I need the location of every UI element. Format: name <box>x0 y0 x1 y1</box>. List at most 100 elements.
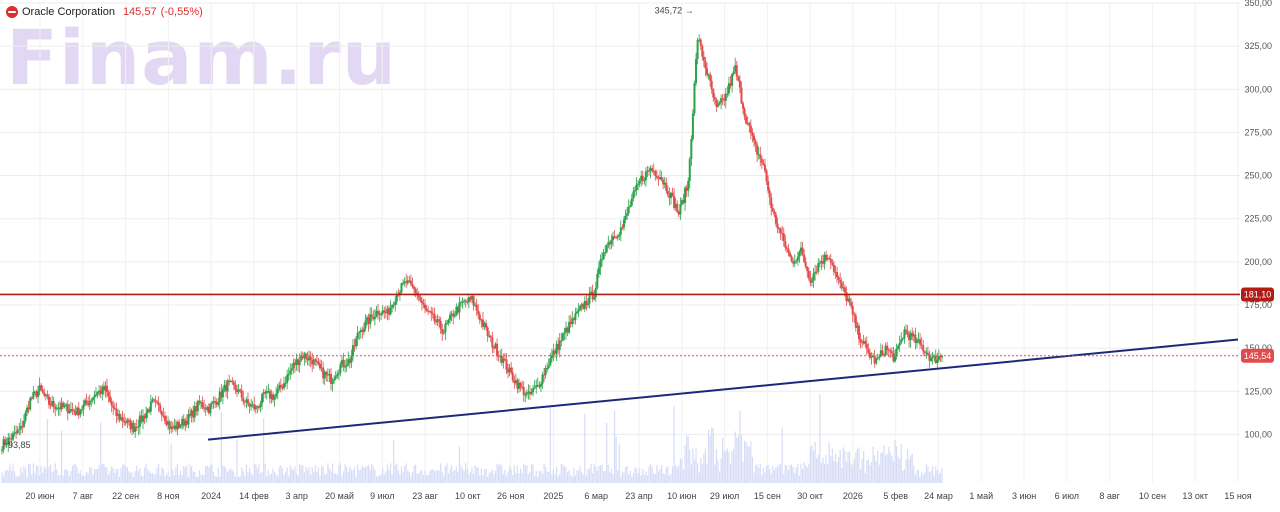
candle <box>731 74 734 86</box>
volume-bar <box>162 468 164 483</box>
candle <box>449 314 452 320</box>
volume-bar <box>933 475 935 483</box>
candle <box>478 314 481 321</box>
volume-bar <box>820 462 822 483</box>
volume-bar <box>476 467 478 483</box>
volume-bar <box>590 464 592 483</box>
candle <box>95 394 97 396</box>
candle <box>118 413 121 420</box>
volume-bar <box>612 474 614 483</box>
candle <box>713 97 716 100</box>
volume-bar <box>255 464 257 483</box>
candle <box>887 349 890 351</box>
volume-bar <box>338 465 340 483</box>
candle <box>612 236 614 241</box>
volume-bar <box>32 463 34 483</box>
x-tick-label: 6 июл <box>1055 491 1079 501</box>
candle <box>615 237 618 239</box>
volume-bar <box>357 464 359 483</box>
volume-bar <box>427 474 429 483</box>
volume-bar <box>228 469 230 483</box>
volume-bar <box>501 465 503 483</box>
candle <box>240 390 243 398</box>
support-trendline <box>207 338 1239 441</box>
candle <box>660 177 663 181</box>
candle <box>690 138 693 160</box>
candle <box>264 391 267 394</box>
volume-bar <box>147 469 149 483</box>
candle <box>552 350 555 356</box>
volume-bar <box>280 465 282 483</box>
candle <box>267 390 270 392</box>
volume-bar <box>932 466 934 483</box>
volume-bar <box>277 476 279 483</box>
volume-bar <box>20 467 22 483</box>
candle <box>442 332 445 334</box>
volume-bar <box>665 467 667 483</box>
candle <box>549 358 552 366</box>
volume-bar <box>535 470 537 483</box>
volume-bar <box>921 471 923 483</box>
volume-bar <box>679 458 681 483</box>
volume-bar <box>742 461 744 483</box>
volume-bar <box>352 470 354 483</box>
candle <box>35 391 38 397</box>
volume-bar <box>57 475 59 483</box>
candle <box>250 404 253 407</box>
candle <box>228 380 231 382</box>
volume-bar <box>299 463 301 483</box>
candle <box>558 340 561 350</box>
candle <box>464 300 467 302</box>
candle <box>652 170 655 172</box>
volume-bar <box>864 472 866 483</box>
volume-bar <box>324 474 326 483</box>
candle <box>856 325 859 328</box>
candle <box>320 367 323 369</box>
volume-bar <box>222 465 224 483</box>
candle <box>682 200 685 204</box>
volume-bar <box>73 464 75 483</box>
candle <box>737 76 740 81</box>
candle <box>140 415 143 422</box>
candle <box>726 93 729 95</box>
candle <box>580 304 583 306</box>
volume-bar <box>421 469 423 483</box>
volume-bar <box>676 467 678 483</box>
volume-bar <box>76 467 78 483</box>
candle <box>88 400 91 406</box>
volume-bar <box>729 463 732 483</box>
candle <box>79 410 82 416</box>
candle <box>796 256 799 261</box>
candle <box>809 278 812 283</box>
volume-bar <box>92 474 94 483</box>
x-tick-label: 9 июл <box>370 491 394 501</box>
candle <box>875 358 878 364</box>
volume-bar <box>761 475 763 483</box>
volume-bar <box>745 441 747 483</box>
volume-bar <box>848 451 851 483</box>
volume-bar <box>524 465 526 483</box>
candle <box>98 390 101 393</box>
volume-bar <box>393 439 395 483</box>
volume-bar <box>109 470 111 483</box>
candle <box>471 295 473 300</box>
candle <box>11 433 14 440</box>
candle <box>145 412 148 419</box>
candle <box>857 325 860 340</box>
candle <box>732 71 735 75</box>
candle <box>438 319 441 321</box>
volume-bar <box>827 464 829 483</box>
candle <box>112 405 115 408</box>
candle <box>539 383 542 387</box>
candle <box>898 342 901 346</box>
volume-bar <box>519 468 522 483</box>
candle <box>109 396 112 402</box>
candle <box>850 302 853 307</box>
volume-bar <box>537 476 539 483</box>
volume-bar <box>480 468 482 483</box>
candle <box>469 297 472 300</box>
candle <box>84 400 87 405</box>
volume-bar <box>767 464 769 483</box>
volume-bar <box>778 464 780 483</box>
